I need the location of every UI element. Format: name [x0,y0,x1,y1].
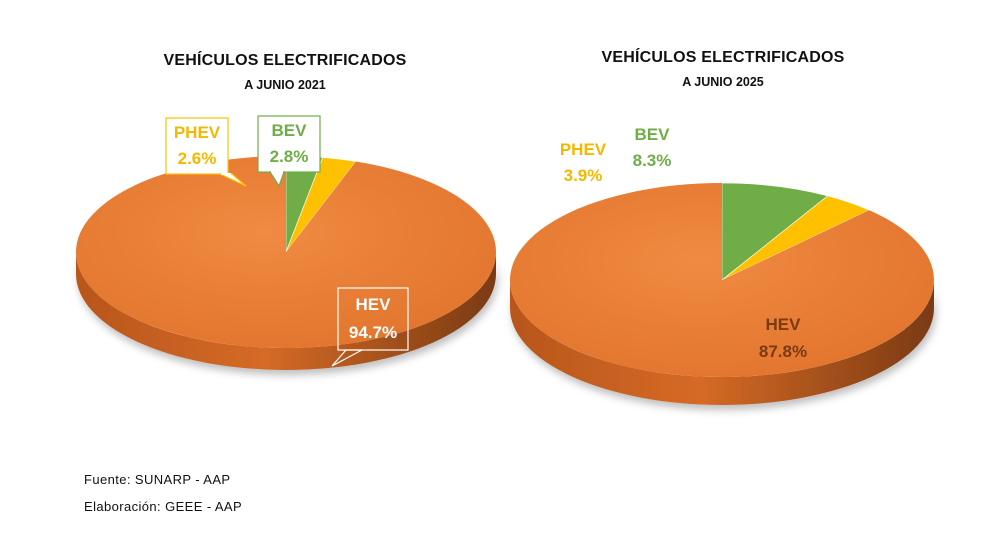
chart2-pie: BEV 8.3% PHEV 3.9% HEV 87.8% [510,125,935,405]
chart2-subtitle: A JUNIO 2025 [682,75,764,89]
chart1-subtitle: A JUNIO 2021 [244,78,326,92]
label-name-phev: PHEV [560,140,607,159]
pie-slice-hev [76,156,497,348]
label-name-bev: BEV [272,121,308,140]
pie-slice-hev [510,183,935,378]
label-box-bev [257,115,321,173]
pie-side [510,280,934,405]
label-box-hev [337,287,409,351]
chart2-title: VEHÍCULOS ELECTRIFICADOS [601,49,845,66]
label-name-hev: HEV [356,295,392,314]
label-value-bev: 8.3% [633,151,672,170]
label-name-bev: BEV [635,125,671,144]
label-box-phev [165,117,229,175]
pie-slice-phev [721,195,870,281]
label-pointer-hev [331,349,363,367]
label-value-phev: 2.6% [178,149,217,168]
label-value-hev: 87.8% [759,342,807,361]
made-by-note: Elaboración: GEEE - AAP [84,499,243,514]
pie-side [76,252,496,370]
label-value-hev: 94.7% [349,323,397,342]
label-value-phev: 3.9% [564,166,603,185]
label-value-bev: 2.8% [270,147,309,166]
chart1-title: VEHÍCULOS ELECTRIFICADOS [163,52,407,69]
pie-slice-phev [285,157,357,253]
chart1-pie: BEV 2.8% PHEV 2.6% HEV 94.7% [76,115,497,370]
label-name-hev: HEV [766,315,802,334]
label-name-phev: PHEV [174,123,221,142]
source-note: Fuente: SUNARP - AAP [84,472,231,487]
pie-slice-bev [721,182,829,281]
